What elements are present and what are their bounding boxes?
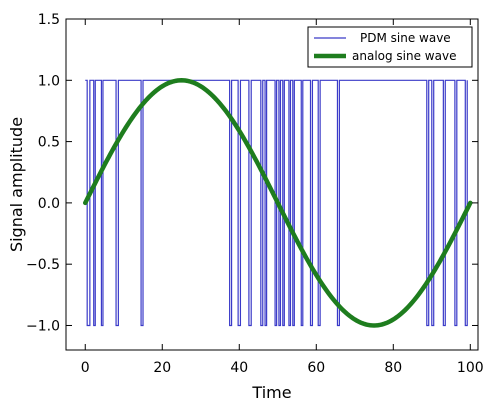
x-tick-label: 20 xyxy=(153,360,171,376)
data-layer xyxy=(83,78,473,328)
series-pdm-line xyxy=(85,79,468,327)
x-tick-label: 100 xyxy=(457,360,484,376)
ticks: 0 20 40 60 80 100 −1.0 −0.5 0.0 0.5 1.0 1.5 xyxy=(26,12,484,376)
x-tick-label: 40 xyxy=(230,360,248,376)
legend-label-analog: analog sine wave xyxy=(352,49,456,63)
y-tick-label: 1.5 xyxy=(38,12,60,28)
legend-box xyxy=(307,26,473,68)
x-axis-label: Time xyxy=(251,383,291,402)
y-axis-label: Signal amplitude xyxy=(7,117,26,252)
y-tick-label: 1.0 xyxy=(38,73,60,89)
x-tick-label: 80 xyxy=(384,360,402,376)
y-tick-label: −1.0 xyxy=(26,318,60,334)
series-analog-line xyxy=(83,78,473,328)
plot-frame xyxy=(65,18,479,351)
y-tick-label: 0.0 xyxy=(38,196,60,212)
y-tick-label: 0.5 xyxy=(38,135,60,151)
x-tick-label: 60 xyxy=(307,360,325,376)
legend-label-pdm: PDM sine wave xyxy=(360,31,451,45)
legend: PDM sine wave analog sine wave xyxy=(307,26,473,68)
x-tick-label: 0 xyxy=(81,360,90,376)
y-tick-label: −0.5 xyxy=(26,257,60,273)
